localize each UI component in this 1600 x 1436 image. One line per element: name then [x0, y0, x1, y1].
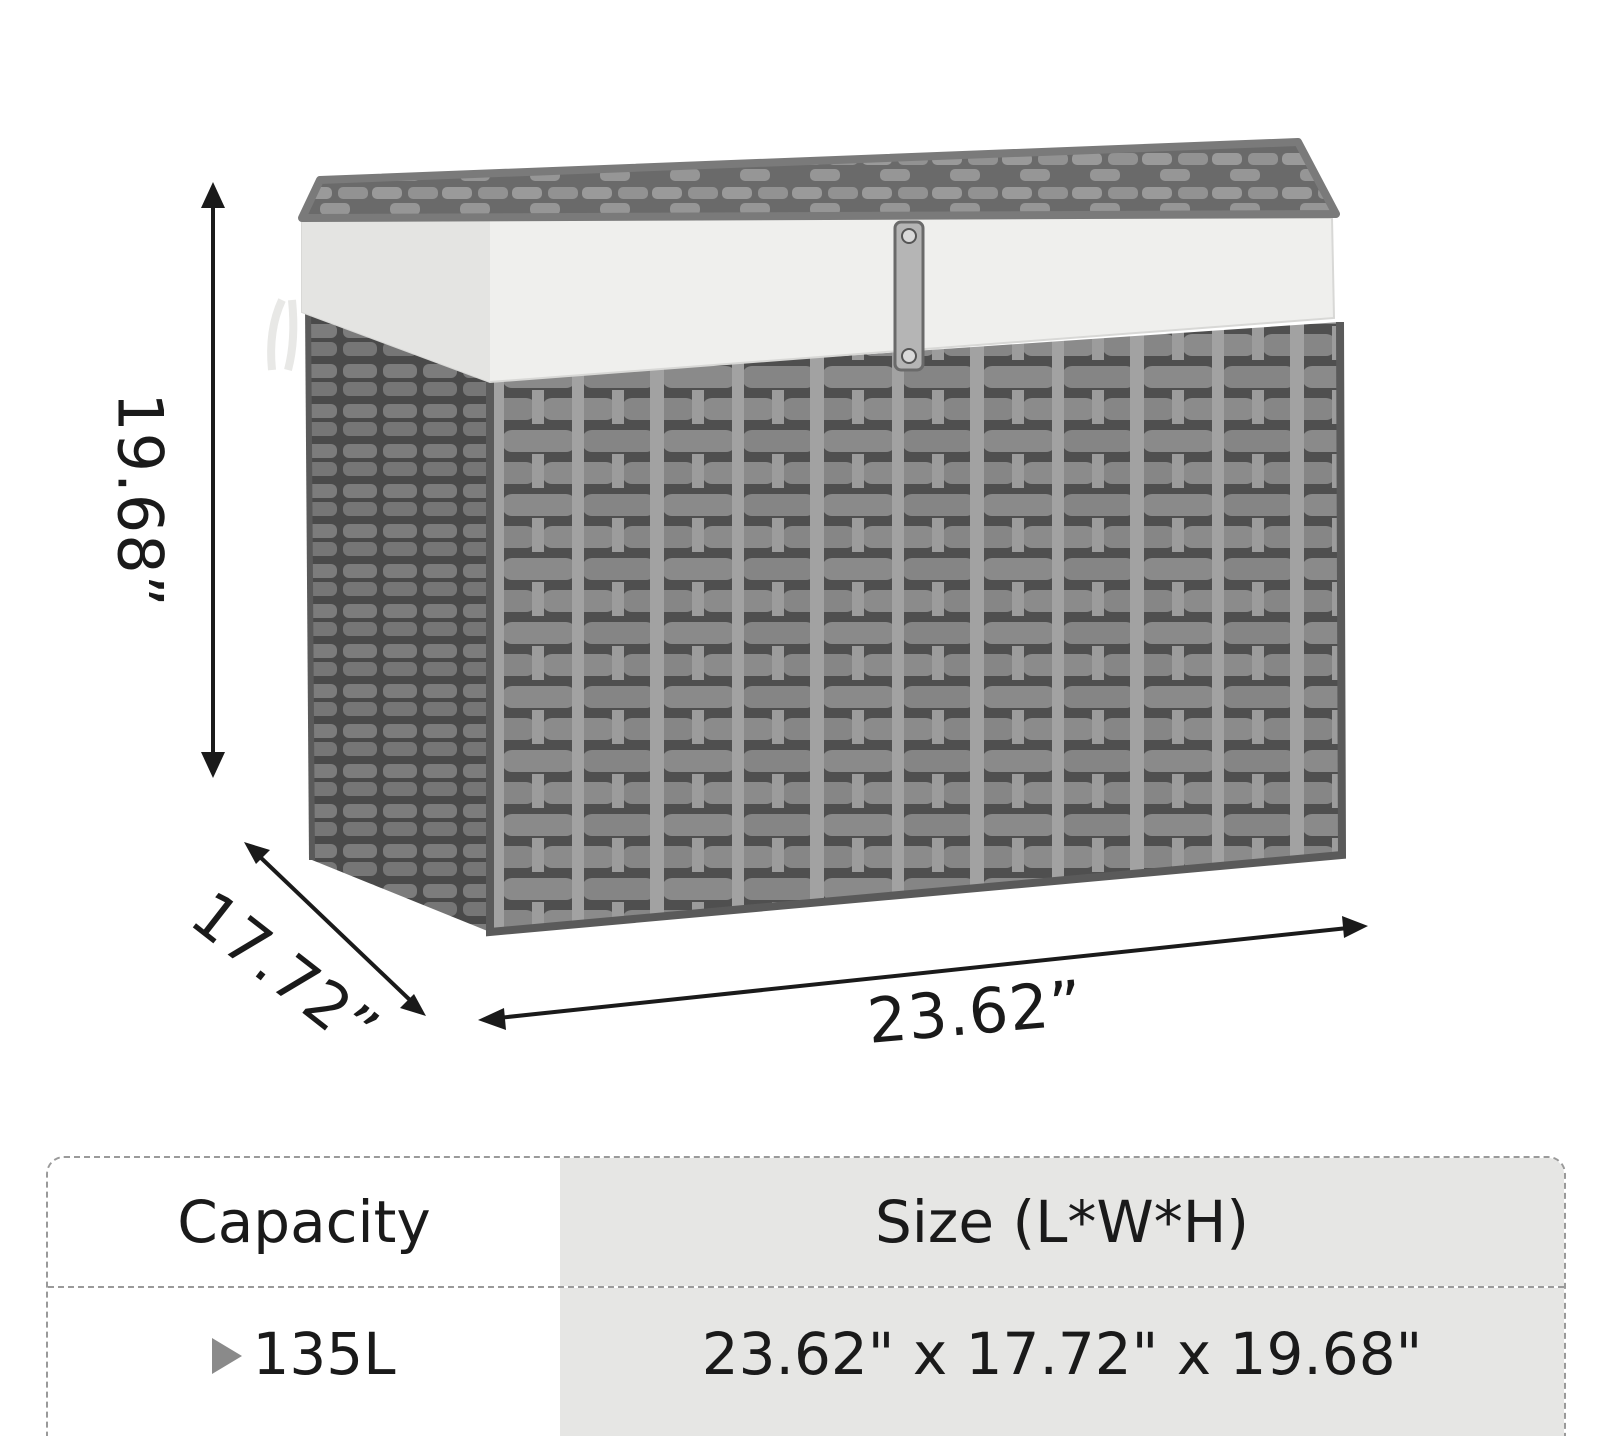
- table-header-row: Capacity Size (L*W*H): [48, 1158, 1564, 1288]
- basket-lid: [298, 138, 1340, 222]
- size-header: Size (L*W*H): [560, 1158, 1564, 1286]
- product-illustration: 19.68” 17.72” 23.62”: [103, 138, 1368, 1067]
- size-cell: 23.62" x 17.72" x 19.68": [560, 1288, 1564, 1436]
- wicker-basket-image: [201, 138, 1368, 1030]
- dimension-arrows: [201, 182, 1368, 1030]
- triangle-marker-icon: [212, 1338, 243, 1374]
- depth-arrow: [256, 853, 414, 1004]
- latch-icon: [893, 220, 925, 372]
- basket-side-panel: [308, 305, 490, 932]
- height-dimension-label: 19.68”: [103, 392, 177, 608]
- table-row: 135L 23.62" x 17.72" x 19.68": [48, 1288, 1564, 1436]
- spec-table: Capacity Size (L*W*H) 135L 23.62" x 17.7…: [46, 1156, 1566, 1436]
- basket-front-panel: [490, 322, 1342, 932]
- capacity-cell: 135L: [48, 1288, 560, 1436]
- capacity-header: Capacity: [48, 1158, 560, 1286]
- length-arrow: [497, 926, 1349, 1020]
- capacity-value: 135L: [252, 1320, 396, 1388]
- liner-drawstring: [267, 298, 298, 372]
